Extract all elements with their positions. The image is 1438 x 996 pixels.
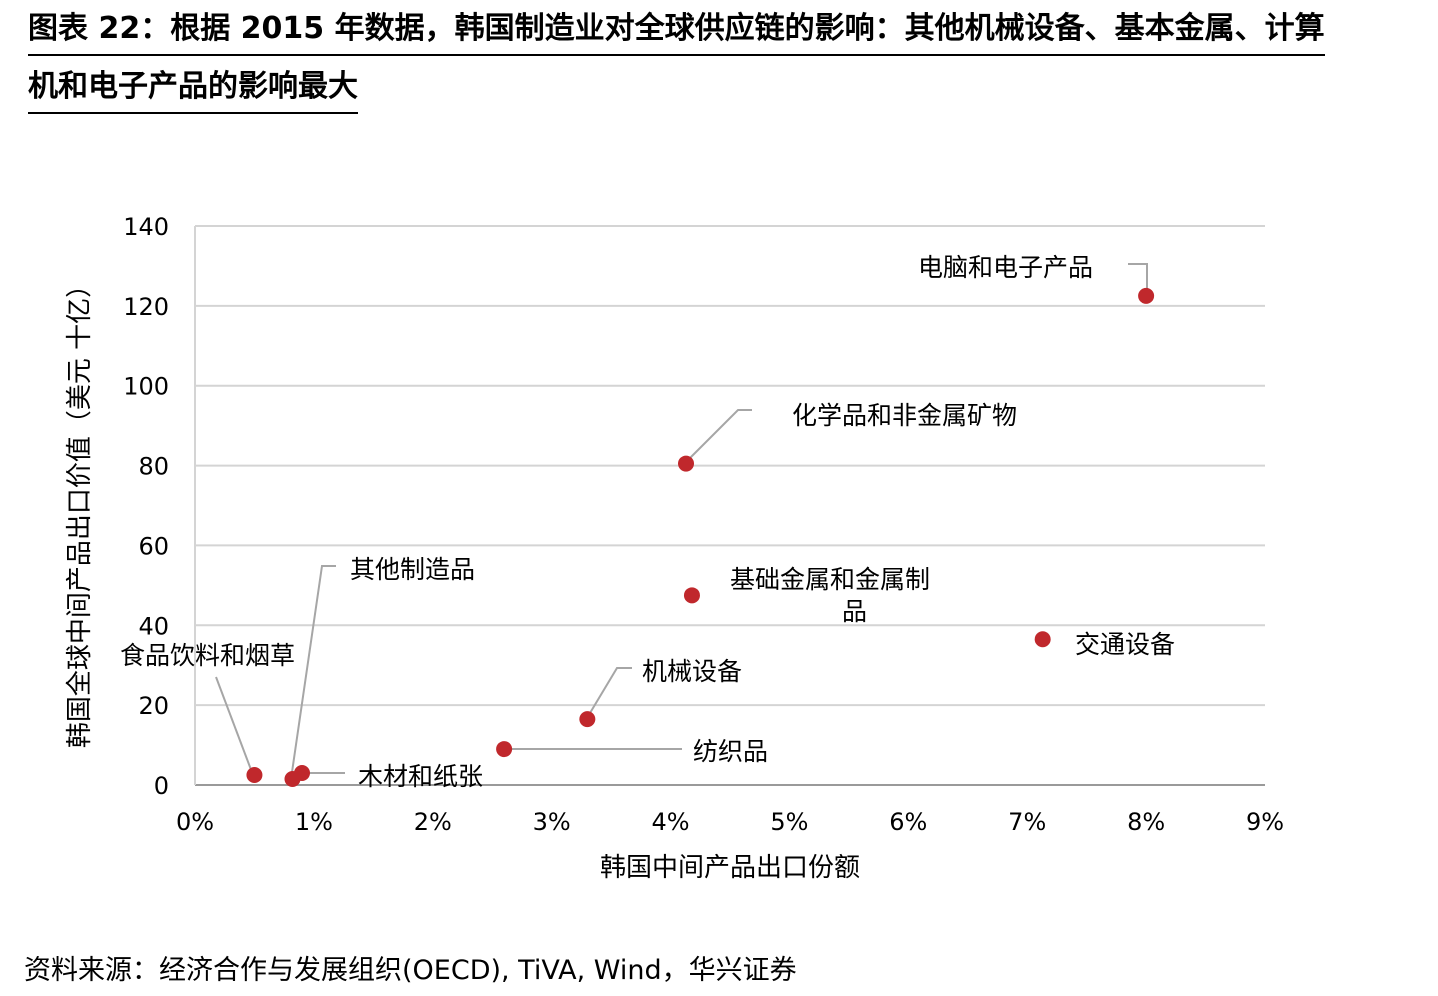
- data-point: [496, 741, 513, 758]
- data-point: [1034, 631, 1051, 648]
- data-point: [1138, 287, 1155, 304]
- leader-line: [586, 667, 632, 719]
- point-label: 纺织品: [693, 737, 768, 766]
- x-tick-label: 7%: [1008, 808, 1046, 836]
- leader-line: [1128, 263, 1148, 296]
- leader-line: [290, 565, 336, 780]
- point-label: 化学品和非金属矿物: [792, 401, 1017, 430]
- x-tick-label: 5%: [770, 808, 808, 836]
- chart-title-line-1: 图表 22：根据 2015 年数据，韩国制造业对全球供应链的影响：其他机械设备、…: [28, 6, 1325, 56]
- x-tick-label: 4%: [652, 808, 690, 836]
- x-axis-ticks: 0% 1% 2% 3% 4% 5% 6% 7% 8% 9%: [176, 808, 1284, 836]
- y-tick-label: 140: [123, 213, 169, 241]
- y-tick-label: 60: [138, 532, 169, 560]
- x-tick-label: 1%: [295, 808, 333, 836]
- y-tick-label: 80: [138, 453, 169, 481]
- x-tick-label: 9%: [1246, 808, 1284, 836]
- x-tick-label: 3%: [533, 808, 571, 836]
- x-tick-label: 6%: [889, 808, 927, 836]
- y-tick-label: 0: [154, 772, 169, 800]
- data-point: [579, 711, 596, 728]
- y-axis-title: 韩国全球中间产品出口价值（美元 十亿）: [65, 272, 95, 748]
- x-tick-label: 2%: [414, 808, 452, 836]
- gridlines: [194, 225, 1265, 786]
- leader-line: [215, 676, 254, 776]
- data-point: [246, 767, 263, 784]
- point-label: 食品饮料和烟草: [120, 641, 295, 670]
- point-label: 机械设备: [642, 657, 742, 686]
- y-tick-label: 100: [123, 373, 169, 401]
- y-tick-label: 40: [138, 612, 169, 640]
- x-tick-label: 8%: [1127, 808, 1165, 836]
- source-note: 资料来源：经济合作与发展组织(OECD), TiVA, Wind，华兴证券: [24, 955, 797, 986]
- chart-title: 图表 22：根据 2015 年数据，韩国制造业对全球供应链的影响：其他机械设备、…: [28, 6, 1413, 122]
- data-point: [678, 455, 695, 472]
- x-tick-label: 0%: [176, 808, 214, 836]
- y-axis-ticks: 0 20 40 60 80 100 120 140: [123, 213, 169, 800]
- data-point: [683, 587, 700, 604]
- leader-line: [685, 409, 752, 463]
- point-label: 电脑和电子产品: [918, 253, 1093, 282]
- data-points: [246, 287, 1155, 788]
- point-label: 交通设备: [1075, 630, 1175, 659]
- x-axis-title: 韩国中间产品出口份额: [600, 853, 860, 883]
- y-tick-label: 20: [138, 692, 169, 720]
- point-label: 其他制造品: [350, 555, 475, 584]
- data-point: [294, 765, 310, 782]
- y-tick-label: 120: [123, 293, 169, 321]
- point-label: 木材和纸张: [358, 762, 483, 791]
- leader-lines: [215, 263, 1148, 780]
- chart-title-line-2: 机和电子产品的影响最大: [28, 64, 358, 114]
- point-label: 基础金属和金属制品: [730, 565, 930, 626]
